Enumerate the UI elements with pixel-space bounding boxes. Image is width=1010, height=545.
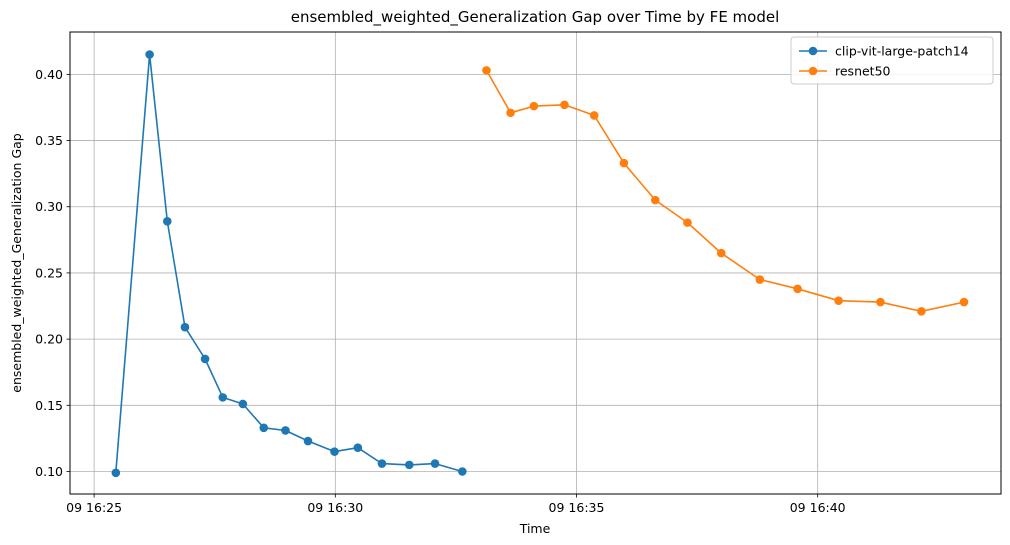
series-clip-vit-large-patch14 [111,50,467,478]
data-point [259,423,269,433]
x-tick-label: 09 16:35 [549,500,605,515]
data-point [353,443,363,452]
y-tick-label: 0.40 [35,67,63,82]
y-tick-label: 0.10 [35,464,63,479]
data-point [111,468,121,478]
legend: clip-vit-large-patch14 resnet50 [790,36,994,85]
data-point [959,297,969,307]
data-point [917,307,926,316]
legend-entry: resnet50 [799,64,891,79]
y-tick-label: 0.25 [35,265,63,280]
data-point [238,399,248,409]
data-point [377,459,387,468]
data-point [162,217,172,226]
data-point [683,218,692,227]
x-tick-label: 09 16:40 [790,500,846,515]
y-tick-label: 0.30 [35,199,63,214]
legend-label: resnet50 [835,64,891,79]
data-point [430,459,440,468]
y-tick-label: 0.15 [35,398,63,413]
legend-entry: clip-vit-large-patch14 [799,44,969,59]
data-point [180,322,190,332]
data-point [529,101,539,111]
series-line [485,70,965,313]
data-point [619,158,629,168]
y-axis-label: ensembled_weighted_Generalization Gap [9,133,24,393]
data-point [303,436,313,446]
data-point [793,284,802,294]
legend-marker [808,66,818,76]
y-tick-label: 0.20 [35,332,63,347]
data-point [560,100,569,110]
plot-frame [69,31,1002,495]
x-axis-label: Time [519,521,551,536]
x-tick-label: 09 16:30 [307,500,363,515]
data-point [330,447,339,456]
data-point [650,195,660,205]
data-point [281,426,290,435]
data-point [200,354,210,364]
series-resnet50 [482,66,969,316]
data-point [589,111,599,120]
series-line [115,53,463,473]
ticks: 0.10 0.15 0.20 0.25 0.30 0.35 0.40 09 16:25 09 1… [35,67,846,515]
data-point [716,248,726,258]
legend-box [790,36,994,85]
data-point [834,296,843,306]
data-point [218,393,228,402]
y-tick-label: 0.35 [35,133,63,148]
x-tick-label: 09 16:25 [66,500,122,515]
series-layer [111,50,969,478]
grid [70,32,1001,494]
chart-title: ensembled_weighted_Generalization Gap ov… [291,8,780,27]
data-point [404,460,414,470]
legend-label: clip-vit-large-patch14 [835,44,969,59]
data-point [876,297,885,307]
data-point [145,50,154,59]
data-point [755,275,765,284]
data-point [458,467,467,476]
data-point [482,66,491,75]
data-point [506,108,515,118]
legend-marker [808,46,818,56]
